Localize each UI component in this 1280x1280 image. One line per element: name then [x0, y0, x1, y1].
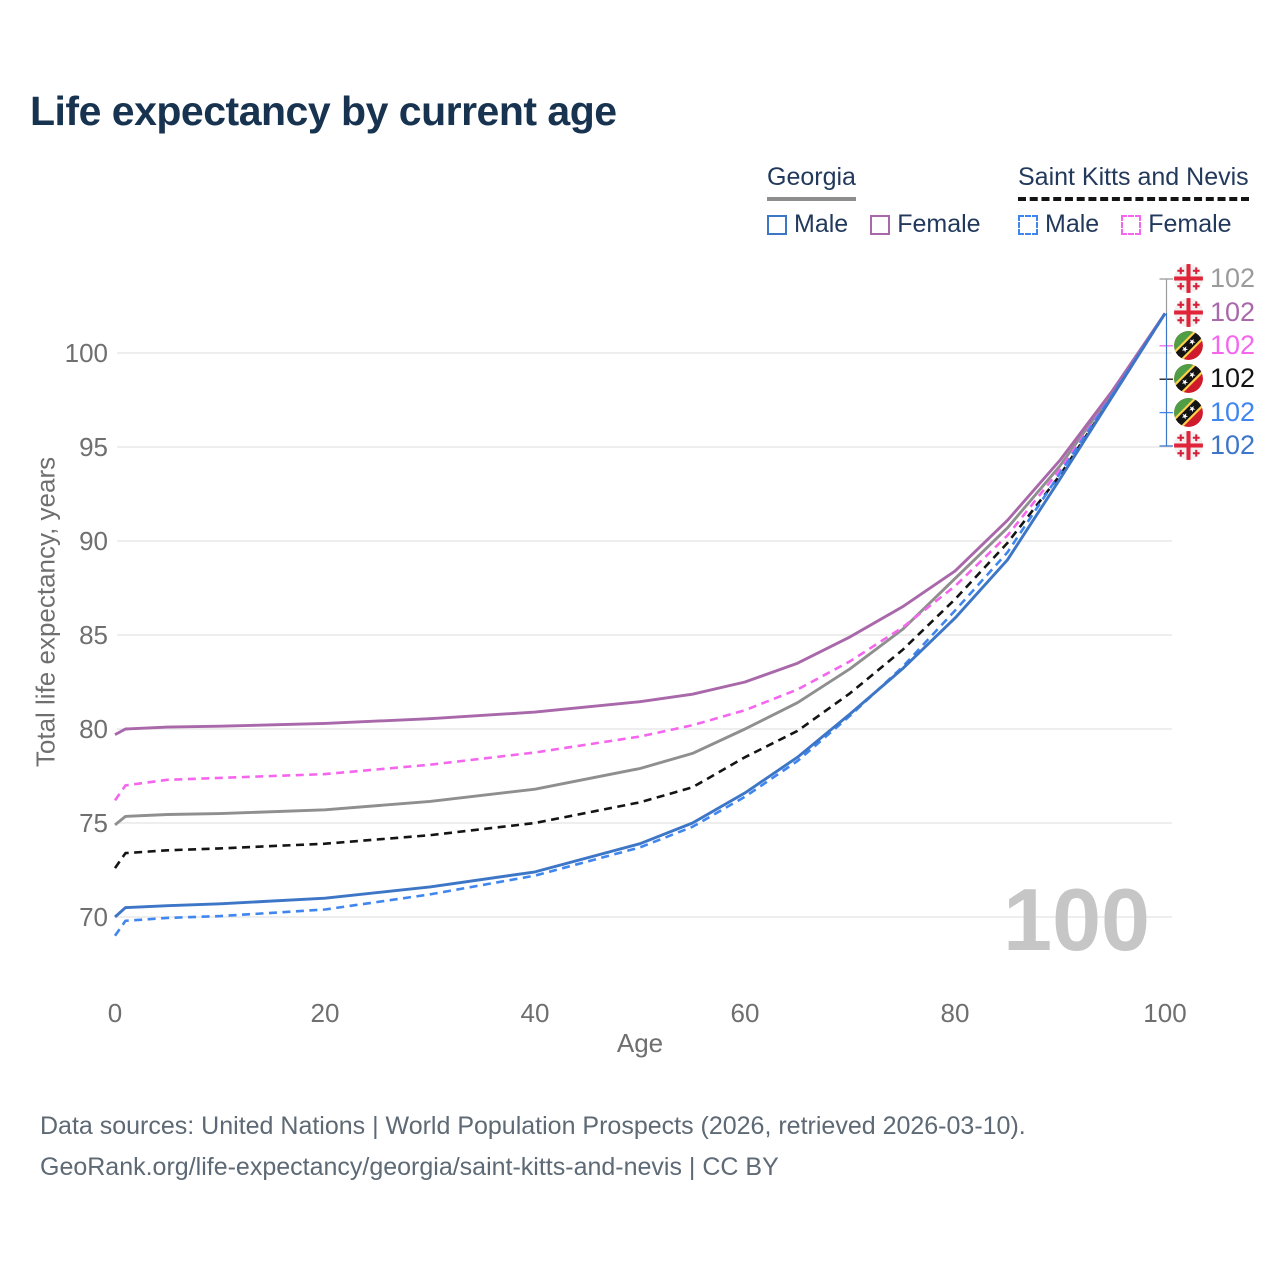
legend-label: Female — [1148, 210, 1232, 238]
y-tick-label: 80 — [79, 714, 108, 744]
skn-female-swatch-icon — [1121, 214, 1142, 235]
series-lines — [113, 312, 1167, 937]
legend-label: Female — [897, 210, 981, 238]
end-label-value: 102 — [1210, 363, 1256, 394]
saint-kitts-and-nevis-flag-icon — [1174, 364, 1203, 394]
legend-items-georgia: Male Female — [767, 210, 981, 239]
gridlines — [117, 352, 1172, 918]
legend-item-skn-female[interactable]: Female — [1121, 210, 1232, 239]
georgia-flag-icon — [1174, 264, 1203, 294]
y-tick-label: 75 — [79, 808, 108, 838]
end-label-row: 102 — [1174, 396, 1255, 429]
end-label-row: 102 — [1174, 262, 1255, 295]
series-line[interactable] — [113, 312, 1167, 937]
leader-lines — [1159, 278, 1173, 447]
legend-title-saint-kitts-and-nevis: Saint Kitts and Nevis — [1018, 163, 1249, 201]
x-tick-label: 0 — [108, 998, 122, 1028]
end-label-value: 102 — [1210, 430, 1256, 461]
end-label-row: 102 — [1174, 429, 1255, 462]
x-tick-label: 80 — [941, 998, 970, 1028]
saint-kitts-and-nevis-flag-icon — [1174, 397, 1203, 427]
georgia-flag-icon — [1174, 431, 1203, 461]
y-tick-label: 95 — [79, 432, 108, 462]
x-tick-label: 40 — [521, 998, 550, 1028]
end-labels: 102 102 102 102 102 102 — [1174, 262, 1255, 462]
end-label-row: 102 — [1174, 362, 1255, 395]
georgia-female-swatch-icon — [870, 214, 891, 235]
series-line[interactable] — [114, 312, 1167, 736]
series-line[interactable] — [113, 312, 1167, 802]
legend-item-georgia-male[interactable]: Male — [767, 210, 848, 239]
end-label-value: 102 — [1210, 329, 1256, 360]
end-label-row: 102 — [1174, 295, 1255, 328]
x-tick-label: 20 — [311, 998, 340, 1028]
skn-male-swatch-icon — [1018, 214, 1038, 235]
x-tick-label: 100 — [1143, 998, 1186, 1028]
x-tick-label: 60 — [731, 998, 760, 1028]
end-label-value: 102 — [1210, 263, 1256, 294]
legend-label: Male — [794, 210, 849, 238]
footer-attribution: GeoRank.org/life-expectancy/georgia/sain… — [40, 1153, 779, 1181]
y-tick-label: 100 — [65, 338, 108, 368]
legend-title-georgia: Georgia — [767, 163, 856, 201]
age-watermark: 100 — [1003, 870, 1150, 969]
legend-label: Male — [1045, 210, 1100, 238]
legend-items-saint-kitts-and-nevis: Male Female — [1018, 210, 1249, 239]
y-tick-label: 85 — [79, 620, 108, 650]
footer-sources: Data sources: United Nations | World Pop… — [40, 1112, 1026, 1140]
legend-item-skn-male[interactable]: Male — [1018, 210, 1099, 239]
georgia-male-swatch-icon — [767, 214, 787, 235]
footer: Data sources: United Nations | World Pop… — [40, 1106, 1026, 1188]
legend-group-georgia: Georgia Male Female — [767, 163, 981, 239]
end-label-row: 102 — [1174, 329, 1255, 362]
y-tick-label: 90 — [79, 526, 108, 556]
series-line[interactable] — [114, 312, 1167, 919]
legend-item-georgia-female[interactable]: Female — [870, 210, 981, 239]
y-tick-label: 70 — [79, 902, 108, 932]
page-title: Life expectancy by current age — [30, 88, 617, 134]
saint-kitts-and-nevis-flag-icon — [1174, 330, 1203, 360]
end-label-value: 102 — [1210, 396, 1256, 427]
axis-tick-labels: 70 75 80 85 90 95 100 0 20 40 60 80 100 — [65, 338, 1187, 1028]
series-line[interactable] — [114, 312, 1167, 827]
end-label-value: 102 — [1210, 296, 1256, 327]
series-line[interactable] — [113, 312, 1167, 869]
georgia-flag-icon — [1174, 297, 1203, 327]
legend-group-saint-kitts-and-nevis: Saint Kitts and Nevis Male Female — [1018, 163, 1249, 239]
x-axis-title: Age — [616, 1028, 664, 1058]
